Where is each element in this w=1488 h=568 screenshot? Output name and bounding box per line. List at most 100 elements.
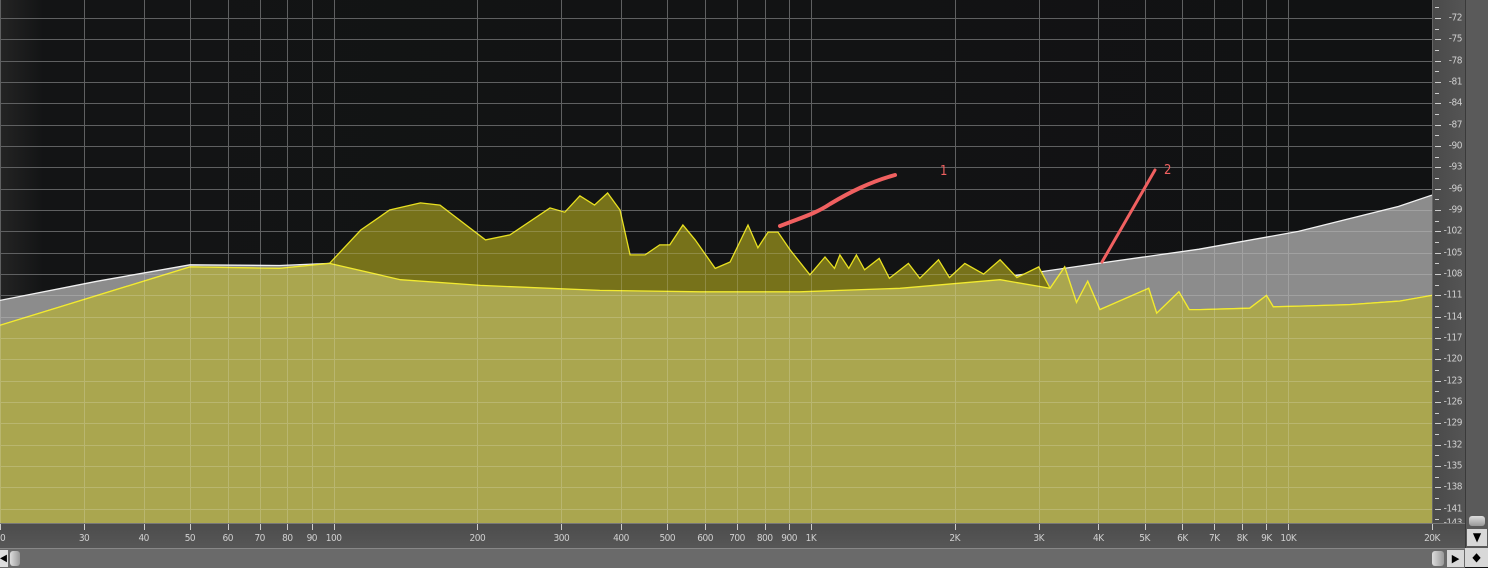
x-tick-label: 300 [553,533,570,544]
y-tick-label: -123 [1443,375,1463,387]
y-tick [1435,18,1441,19]
x-tick-label: 10K [1280,533,1297,544]
x-tick-label: 50 [184,533,196,544]
scroll-down-icon[interactable]: ▼ [1467,529,1487,546]
y-tick [1435,231,1441,232]
x-tick-label: 40 [138,533,149,544]
annotation-label-2: 2 [1164,163,1172,178]
y-tick [1435,189,1441,190]
x-tick [955,524,956,530]
y-axis-db: -69 -72 -75 -78 -81 -84 -87 -90 -93 -96 -99 -102 -10… [1432,0,1466,548]
scroll-left-icon[interactable]: ◀ [0,550,8,567]
x-tick [561,524,562,530]
x-tick-label: 20K [1424,533,1440,544]
y-tick-label: -84 [1448,97,1463,109]
y-tick-label: -135 [1443,460,1463,472]
y-minor-tick [1435,285,1439,286]
scroll-right-icon[interactable]: ▶ [1447,550,1464,567]
x-tick-label: 4K [1093,533,1104,544]
x-tick [0,524,1,530]
x-tick-label: 200 [469,533,486,544]
x-tick-label: 5K [1139,533,1150,544]
vertical-scroll-thumb[interactable] [1469,516,1485,526]
x-tick-label: 2K [949,533,960,544]
y-tick-label: -102 [1443,225,1463,237]
y-tick-label: -111 [1443,289,1463,301]
y-minor-tick [1435,157,1439,158]
x-tick-label: 500 [659,533,676,544]
x-tick-label: 70 [254,533,265,544]
x-tick [667,524,668,530]
x-tick-label: 60 [222,533,234,544]
corner-diamond-icon[interactable]: ◆ [1465,548,1488,567]
x-tick [312,524,313,530]
y-tick [1435,253,1441,254]
y-tick [1435,402,1441,403]
horizontal-scroll-thumb-right[interactable] [1432,551,1444,566]
y-minor-tick [1435,29,1439,30]
x-tick [789,524,790,530]
y-tick [1435,39,1441,40]
y-tick [1435,274,1441,275]
x-tick [1145,524,1146,530]
y-tick-label: -75 [1448,33,1463,45]
x-tick-label: 3K [1033,533,1045,544]
annotation-stroke-2 [1100,168,1157,264]
y-tick [1435,423,1441,424]
x-tick [260,524,261,530]
x-tick-label: 7K [1209,533,1220,544]
x-tick-label: 600 [697,533,713,544]
x-tick [1266,524,1267,530]
x-tick-label: 90 [306,533,318,544]
x-tick-label: 400 [613,533,629,544]
y-minor-tick [1435,114,1439,115]
x-tick [621,524,622,530]
x-tick [1432,524,1433,530]
x-tick [1039,524,1040,530]
y-tick-label: -132 [1443,439,1463,451]
y-minor-tick [1435,50,1439,51]
grid-overlay [0,0,1432,523]
x-tick-label: 800 [756,533,773,544]
y-tick-label: -96 [1448,183,1463,195]
x-tick [228,524,229,530]
x-tick [1242,524,1243,530]
series-average-fill [0,263,1432,523]
annotation-strokes [778,168,1157,264]
y-tick-label: -114 [1443,311,1463,323]
y-tick [1435,445,1441,446]
x-tick-label: 20 [0,533,6,544]
y-tick [1435,295,1441,296]
vertical-scrollbar[interactable]: ▼ [1465,0,1488,548]
y-tick-label: -78 [1448,55,1463,67]
y-tick [1435,146,1441,147]
y-tick-label: -105 [1443,247,1463,259]
y-minor-tick [1435,242,1439,243]
horizontal-scrollbar[interactable]: ◀ ▶ [0,548,1465,568]
y-minor-tick [1435,434,1439,435]
y-tick-label: -87 [1448,119,1463,131]
x-tick-label: 30 [78,533,90,544]
y-tick-label: -69 [1449,0,1463,2]
x-tick [705,524,706,530]
y-tick-label: -138 [1443,481,1463,493]
x-tick-label: 100 [325,533,342,544]
y-minor-tick [1435,519,1439,520]
x-tick-label: 900 [781,533,797,544]
x-tick [811,524,812,530]
y-tick [1435,359,1441,360]
y-minor-tick [1435,135,1439,136]
y-tick-label: -126 [1443,396,1463,408]
y-minor-tick [1435,498,1439,499]
y-tick [1435,466,1441,467]
y-minor-tick [1435,391,1439,392]
spectrum-plot [0,0,1432,523]
y-tick [1435,103,1441,104]
horizontal-scroll-thumb-left[interactable] [10,551,20,566]
x-tick-label: 6K [1177,533,1188,544]
y-tick-label: -93 [1448,161,1463,173]
x-tick [1214,524,1215,530]
y-minor-tick [1435,306,1439,307]
y-tick-label: -117 [1443,332,1463,344]
y-tick-label: -108 [1443,268,1463,280]
